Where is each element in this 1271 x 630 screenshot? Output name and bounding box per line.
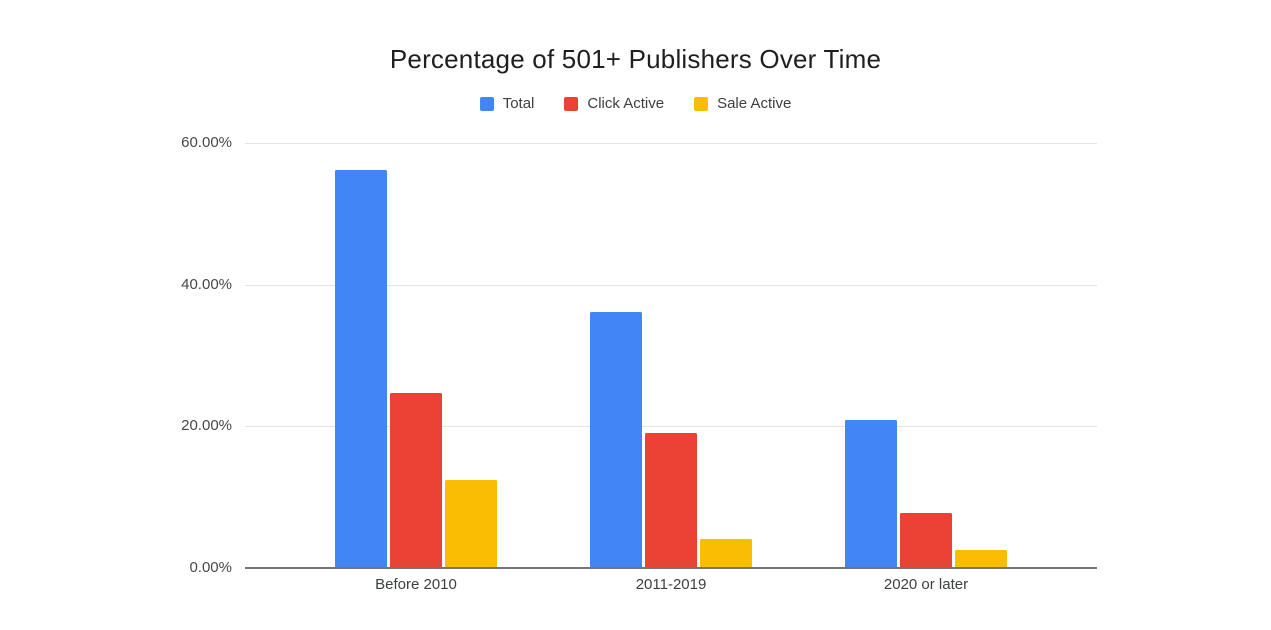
legend-swatch-sale-active-icon xyxy=(694,96,709,111)
plot-area xyxy=(245,143,1097,569)
x-axis-category-label: 2011-2019 xyxy=(635,576,707,593)
gridline-40 xyxy=(245,284,1097,286)
bar-sale-active-2011-2019 xyxy=(700,538,752,568)
bar-click-active-2011-2019 xyxy=(645,432,697,568)
bar-click-active-before-2010 xyxy=(390,393,442,568)
gridline-60 xyxy=(245,143,1097,144)
y-axis-tick-label: 60.00% xyxy=(181,134,232,151)
y-axis-tick-label: 20.00% xyxy=(181,417,232,434)
y-axis-tick-label: 0.00% xyxy=(189,559,232,576)
bar-sale-active-before-2010 xyxy=(445,480,497,568)
legend-swatch-total-icon xyxy=(479,96,494,111)
chart-title: Percentage of 501+ Publishers Over Time xyxy=(389,44,882,74)
gridline-20 xyxy=(245,426,1097,428)
legend-item-total: Total xyxy=(479,95,535,112)
legend-item-sale-active: Sale Active xyxy=(694,95,791,112)
legend-label-total: Total xyxy=(502,95,535,112)
x-axis-category-label: 2020 or later xyxy=(883,576,969,593)
bar-click-active-2020-or-later xyxy=(900,513,952,568)
bar-total-2020-or-later xyxy=(845,419,897,568)
bar-sale-active-2020-or-later xyxy=(955,550,1007,568)
y-axis-tick-label: 40.00% xyxy=(181,276,232,293)
x-axis-category-label: Before 2010 xyxy=(375,576,457,593)
legend-item-click-active: Click Active xyxy=(564,95,664,112)
legend-label-click-active: Click Active xyxy=(587,95,665,112)
chart-legend: Total Click Active Sale Active xyxy=(0,95,1271,112)
bar-total-before-2010 xyxy=(335,169,387,568)
x-axis-line xyxy=(245,567,1097,569)
legend-swatch-click-active-icon xyxy=(564,96,579,111)
bar-total-2011-2019 xyxy=(590,312,642,568)
legend-label-sale-active: Sale Active xyxy=(717,95,792,112)
